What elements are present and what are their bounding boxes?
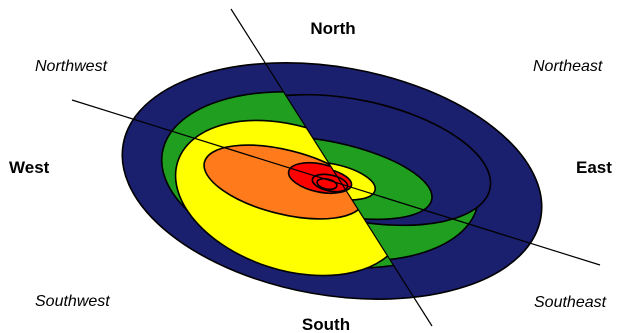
label-west: West — [9, 158, 50, 177]
axis-nw-se — [71, 99, 601, 266]
label-south: South — [302, 315, 350, 333]
label-northeast: Northeast — [533, 58, 603, 75]
label-southeast: Southeast — [534, 294, 607, 311]
axis-n-s — [230, 8, 433, 327]
label-southwest: Southwest — [35, 293, 110, 310]
center-ring-2 — [316, 177, 338, 191]
label-east: East — [576, 158, 612, 177]
label-north: North — [310, 19, 355, 38]
label-northwest: Northwest — [35, 58, 108, 75]
